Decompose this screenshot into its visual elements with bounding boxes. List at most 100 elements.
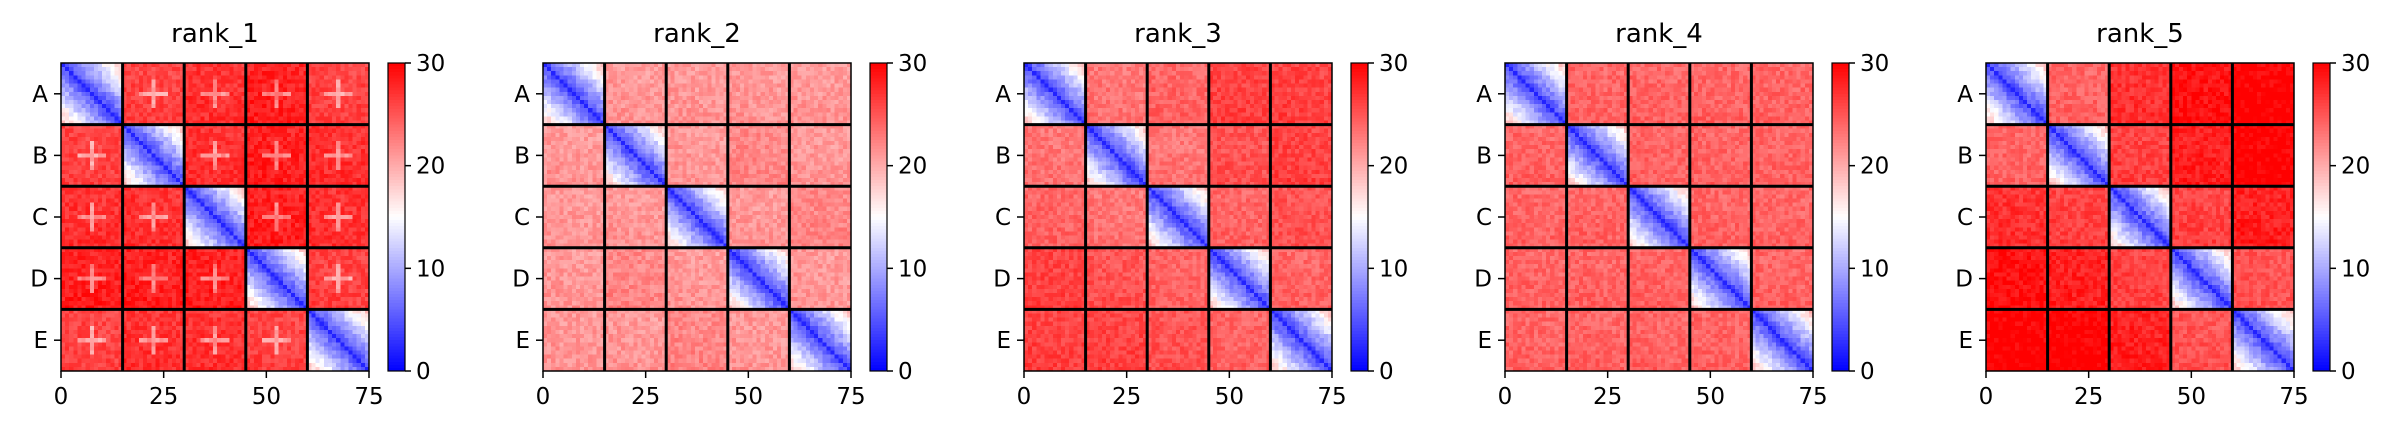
heatmap-cell bbox=[114, 79, 119, 84]
heatmap-cell bbox=[233, 88, 238, 93]
heatmap-cell bbox=[270, 96, 275, 101]
heatmap-cell bbox=[312, 88, 317, 93]
heatmap-cell bbox=[287, 100, 292, 105]
heatmap-cell bbox=[361, 67, 366, 72]
heatmap-cell bbox=[168, 71, 173, 76]
heatmap-cell bbox=[114, 71, 119, 76]
heatmap-cell bbox=[316, 108, 321, 113]
heatmap-cell bbox=[197, 84, 202, 89]
heatmap-cell bbox=[233, 104, 238, 109]
chart-title: rank_1 bbox=[171, 19, 259, 49]
heatmap-cell bbox=[328, 92, 333, 97]
heatmap-cell bbox=[98, 67, 103, 72]
heatmap-cell bbox=[69, 79, 74, 84]
heatmap-cell bbox=[340, 104, 345, 109]
heatmap-cell bbox=[279, 100, 284, 105]
heatmap-cell bbox=[328, 116, 333, 121]
heatmap-cell bbox=[291, 71, 296, 76]
heatmap-cell bbox=[94, 79, 99, 84]
heatmap-cell bbox=[299, 92, 304, 97]
heatmap-cell bbox=[258, 108, 263, 113]
heatmap-cell bbox=[172, 129, 177, 134]
heatmap-cell bbox=[197, 116, 202, 121]
heatmap-cell bbox=[275, 129, 280, 134]
heatmap-cell bbox=[250, 84, 255, 89]
heatmap-cell bbox=[94, 88, 99, 93]
heatmap-cell bbox=[361, 84, 366, 89]
heatmap-cell bbox=[316, 71, 321, 76]
heatmap-cell bbox=[270, 129, 275, 134]
heatmap-cell bbox=[155, 79, 160, 84]
heatmap-cell bbox=[324, 112, 329, 117]
heatmap-cell bbox=[205, 75, 210, 80]
heatmap-cell bbox=[73, 116, 78, 121]
heatmap-cell bbox=[209, 75, 214, 80]
heatmap-cell bbox=[82, 92, 87, 97]
heatmap-cell bbox=[262, 67, 267, 72]
heatmap-cell bbox=[188, 88, 193, 93]
heatmap-cell bbox=[225, 129, 230, 134]
heatmap-cell bbox=[217, 129, 222, 134]
heatmap-cell bbox=[168, 108, 173, 113]
heatmap-cell bbox=[332, 100, 337, 105]
heatmap-cell bbox=[135, 75, 140, 80]
heatmap-cell bbox=[299, 129, 304, 134]
heatmap-cell bbox=[291, 84, 296, 89]
heatmap-cell bbox=[160, 92, 165, 97]
heatmap-cell bbox=[275, 112, 280, 117]
heatmap-cell bbox=[328, 108, 333, 113]
heatmap-cell bbox=[102, 116, 107, 121]
heatmap-cell bbox=[213, 129, 218, 134]
heatmap-cell bbox=[316, 112, 321, 117]
heatmap-cell bbox=[65, 96, 70, 101]
heatmap-cell bbox=[135, 84, 140, 89]
heatmap-cell bbox=[225, 67, 230, 72]
heatmap-cell bbox=[147, 84, 152, 89]
heatmap-cell bbox=[143, 108, 148, 113]
heatmap-cell bbox=[258, 84, 263, 89]
heatmap-cell bbox=[295, 79, 300, 84]
heatmap-cell bbox=[209, 79, 214, 84]
heatmap-cell bbox=[73, 104, 78, 109]
heatmap-cell bbox=[238, 88, 243, 93]
heatmap-cells bbox=[61, 63, 369, 371]
heatmap-cell bbox=[254, 96, 259, 101]
heatmap-cell bbox=[312, 92, 317, 97]
heatmap-cell bbox=[168, 112, 173, 117]
heatmap-cell bbox=[283, 104, 288, 109]
heatmap-cell bbox=[127, 129, 132, 134]
heatmap-cell bbox=[357, 92, 362, 97]
heatmap-cell bbox=[176, 96, 181, 101]
heatmap-cell bbox=[168, 84, 173, 89]
heatmap-cell bbox=[266, 116, 271, 121]
heatmap-cell bbox=[192, 75, 197, 80]
heatmap-cell bbox=[110, 108, 115, 113]
heatmap-cell bbox=[147, 129, 152, 134]
heatmap-cell bbox=[94, 92, 99, 97]
heatmap-cell bbox=[250, 129, 255, 134]
heatmap-cell bbox=[143, 84, 148, 89]
heatmap-cell bbox=[332, 71, 337, 76]
heatmap-cell bbox=[209, 88, 214, 93]
heatmap-cell bbox=[69, 129, 74, 134]
heatmap-cell bbox=[344, 96, 349, 101]
heatmap-cell bbox=[192, 104, 197, 109]
heatmap-cell bbox=[320, 100, 325, 105]
heatmap-cell bbox=[344, 88, 349, 93]
heatmap-cell bbox=[172, 67, 177, 72]
heatmap-cell bbox=[262, 79, 267, 84]
heatmap-cell bbox=[160, 100, 165, 105]
heatmap-cell bbox=[114, 88, 119, 93]
heatmap-cell bbox=[250, 104, 255, 109]
heatmap-cell bbox=[102, 108, 107, 113]
heatmap-cell bbox=[229, 71, 234, 76]
heatmap-cell bbox=[82, 108, 87, 113]
heatmap-cell bbox=[110, 96, 115, 101]
heatmap-cell bbox=[340, 116, 345, 121]
heatmap-cell bbox=[270, 88, 275, 93]
heatmap-cell bbox=[291, 129, 296, 134]
heatmap-cell bbox=[188, 116, 193, 121]
heatmap-cell bbox=[201, 71, 206, 76]
heatmap-cell bbox=[221, 84, 226, 89]
heatmap-cell bbox=[217, 96, 222, 101]
